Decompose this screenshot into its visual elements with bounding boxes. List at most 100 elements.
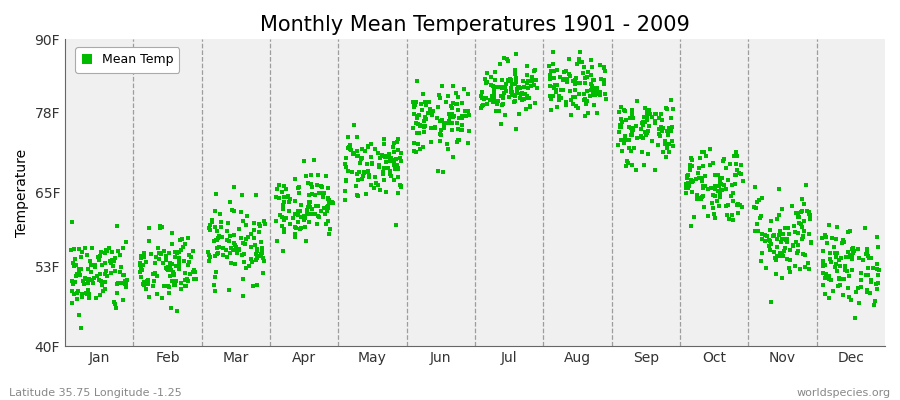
Point [144,251,158,257]
Point [160,264,175,270]
Point [510,86,525,92]
Point [819,234,833,240]
Point [822,222,836,228]
Point [249,246,264,252]
Point [137,278,151,285]
Point [282,198,296,205]
Point [619,117,634,123]
Point [454,113,469,120]
Point [212,244,226,250]
Point [614,122,628,128]
Point [518,84,532,90]
Point [165,241,179,247]
Point [356,173,371,180]
Point [364,141,379,148]
Point [625,125,639,131]
Point [662,149,677,155]
Point [238,236,253,242]
Point [552,97,566,103]
Point [314,184,328,190]
Point [246,282,260,289]
Point [634,133,648,139]
Point [431,168,446,174]
Point [772,228,787,234]
Point [661,131,675,138]
Point [611,129,625,135]
Point [559,68,573,74]
Point [452,115,466,122]
Point [770,236,785,242]
Point [664,128,679,135]
Point [388,166,402,172]
Point [508,71,522,77]
Point [707,215,722,221]
Point [625,106,639,113]
Point [204,217,219,223]
Point [790,230,805,236]
Point [158,253,173,259]
Point [654,111,669,118]
Point [543,93,557,99]
Point [758,238,772,244]
Point [572,59,587,66]
Point [844,254,859,260]
Point [409,120,423,126]
Point [244,256,258,262]
Point [815,282,830,288]
Point [749,204,763,211]
Point [706,204,720,211]
Point [580,74,594,81]
Point [719,186,733,192]
Point [85,276,99,283]
Point [520,72,535,78]
Point [235,192,249,198]
Point [105,262,120,269]
Point [445,127,459,134]
Point [210,236,224,243]
Point [775,250,789,257]
Point [840,268,854,274]
Point [778,236,793,243]
Point [406,99,420,106]
Point [410,98,424,105]
Point [247,234,261,241]
Point [795,224,809,230]
Point [506,92,520,98]
Point [351,176,365,183]
Point [407,103,421,110]
Point [100,248,114,254]
Point [326,200,340,206]
Point [652,131,666,138]
Point [799,182,814,188]
Point [411,130,426,136]
Point [553,93,567,100]
Point [338,188,353,194]
Point [407,148,421,154]
Point [311,172,326,178]
Point [586,88,600,94]
Point [641,108,655,114]
Legend: Mean Temp: Mean Temp [76,47,179,73]
Point [304,211,319,218]
Point [323,226,338,232]
Point [712,183,726,189]
Point [772,186,787,193]
Point [708,172,723,178]
Point [202,225,216,232]
Point [82,294,96,301]
Point [794,221,808,228]
Point [108,268,122,274]
Point [837,239,851,245]
Point [714,181,728,187]
Point [112,252,127,258]
Point [773,250,788,256]
Point [449,90,464,96]
Point [369,180,383,186]
Point [562,71,576,77]
Point [97,270,112,277]
Point [634,120,649,126]
Point [721,202,735,208]
Point [528,77,543,84]
Point [98,250,112,256]
Point [754,236,769,242]
